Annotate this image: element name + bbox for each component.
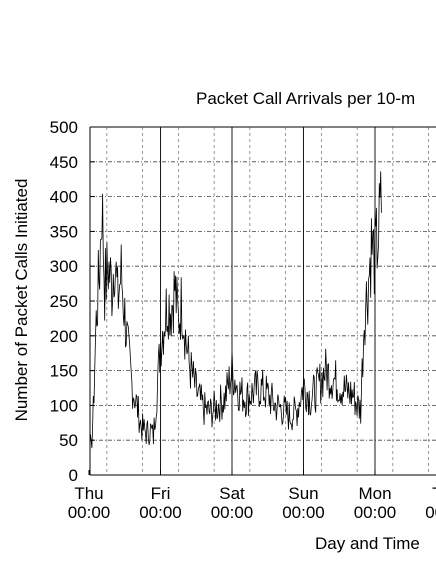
- x-tick-time-Sat: 00:00: [211, 503, 254, 522]
- series-line-0: [90, 171, 382, 449]
- y-axis-ticks: 0 50 100 150 200 250 300 350 400 450 500: [50, 118, 95, 485]
- x-tick-time-Fri: 00:00: [139, 503, 182, 522]
- y-tick-label-450: 450: [50, 153, 78, 172]
- y-tick-label-200: 200: [50, 327, 78, 346]
- y-tick-label-250: 250: [50, 292, 78, 311]
- y-tick-label-400: 400: [50, 188, 78, 207]
- x-axis-label: Day and Time: [315, 534, 420, 553]
- x-tick-time-Sun: 00:00: [282, 503, 325, 522]
- y-tick-label-300: 300: [50, 257, 78, 276]
- day-grid-lines: [106, 127, 429, 475]
- x-tick-time-Tue: 00:00: [425, 503, 436, 522]
- y-tick-label-0: 0: [69, 466, 78, 485]
- y-axis-label: Number of Packet Calls Initiated: [12, 179, 31, 422]
- x-tick-time-Mon: 00:00: [354, 503, 397, 522]
- x-tick-day-Mon: Mon: [358, 484, 391, 503]
- x-tick-day-Tue: Tue: [432, 484, 436, 503]
- chart-title: Packet Call Arrivals per 10-m: [196, 89, 415, 108]
- y-tick-label-100: 100: [50, 396, 78, 415]
- x-tick-day-Sun: Sun: [288, 484, 318, 503]
- x-tick-day-Fri: Fri: [151, 484, 171, 503]
- x-tick-day-Thu: Thu: [74, 484, 103, 503]
- y-tick-label-50: 50: [59, 431, 78, 450]
- x-tick-time-Thu: 00:00: [68, 503, 111, 522]
- y-tick-label-150: 150: [50, 362, 78, 381]
- x-axis-ticks: Thu00:00Fri00:00Sat00:00Sun00:00Mon00:00…: [68, 470, 436, 522]
- y-tick-label-350: 350: [50, 222, 78, 241]
- x-tick-day-Sat: Sat: [219, 484, 245, 503]
- grid-lines: [90, 126, 436, 441]
- y-tick-label-500: 500: [50, 118, 78, 137]
- series-group: [90, 171, 382, 449]
